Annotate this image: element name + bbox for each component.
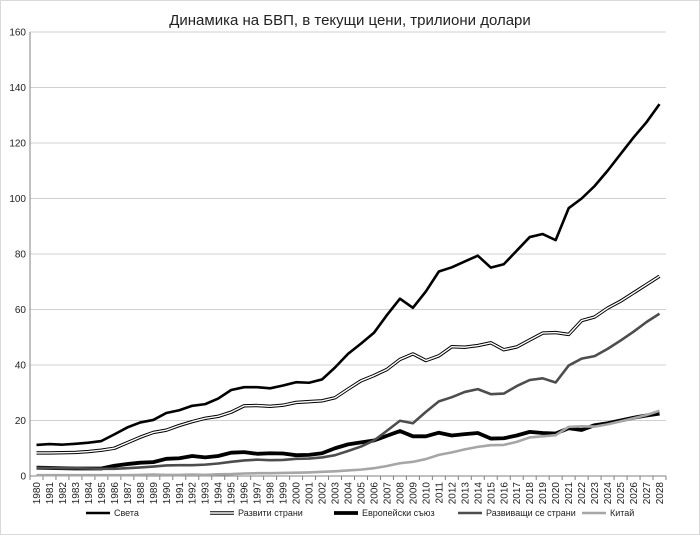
legend-item-5: Китай xyxy=(582,508,634,518)
series-path xyxy=(36,103,661,447)
x-tick-label: 2009 xyxy=(408,482,419,505)
x-tick-label: 2019 xyxy=(538,482,549,505)
x-tick-label: 1984 xyxy=(84,482,95,505)
series-inner xyxy=(36,275,660,454)
x-tick-label: 2028 xyxy=(655,482,666,505)
y-tick-label: 140 xyxy=(9,83,26,94)
x-tick-label: 2026 xyxy=(629,482,640,505)
x-tick-label: 2004 xyxy=(344,482,355,505)
x-tick-label: 2002 xyxy=(318,482,329,505)
y-tick-label: 60 xyxy=(15,305,27,316)
x-tick-label: 1995 xyxy=(227,482,238,505)
series-4-line xyxy=(36,312,661,471)
x-tick-label: 1980 xyxy=(32,482,43,505)
x-tick-label: 2021 xyxy=(564,482,575,505)
x-tick-label: 1998 xyxy=(266,482,277,505)
x-tick-label: 2016 xyxy=(499,482,510,505)
series-5-line xyxy=(36,409,660,477)
series-2-line xyxy=(36,274,661,455)
x-tick-label: 2014 xyxy=(473,482,484,505)
legend-item-2: Развити страни xyxy=(210,508,303,518)
x-tick-label: 2017 xyxy=(512,482,523,505)
x-tick-label: 1991 xyxy=(175,482,186,505)
y-tick-label: 100 xyxy=(9,194,26,205)
y-tick-label: 120 xyxy=(9,139,26,150)
x-tick-label: 2010 xyxy=(421,482,432,505)
x-tick-label: 2023 xyxy=(590,482,601,505)
x-tick-label: 2013 xyxy=(460,482,471,505)
y-tick-label: 80 xyxy=(15,250,27,261)
legend-item-1: Света xyxy=(86,508,139,518)
y-tick-label: 20 xyxy=(15,416,27,427)
x-tick-label: 2008 xyxy=(395,482,406,505)
x-tick-label: 2025 xyxy=(616,482,627,505)
series-path xyxy=(36,409,660,477)
legend: Света Развити страни Европейски съюз Развив… xyxy=(86,508,634,518)
legend-label: Развити страни xyxy=(238,508,303,518)
x-tick-label: 1999 xyxy=(279,482,290,505)
legend-item-3: Европейски съюз xyxy=(334,508,435,518)
x-tick-label: 2022 xyxy=(577,482,588,505)
x-tick-label: 2024 xyxy=(603,482,614,505)
x-tick-label: 1981 xyxy=(45,482,56,505)
x-tick-label: 2000 xyxy=(292,482,303,505)
legend-label: Света xyxy=(114,508,139,518)
x-tick-label: 1987 xyxy=(123,482,134,505)
x-tick-label: 2007 xyxy=(382,482,393,505)
y-tick-label: 40 xyxy=(15,361,27,372)
x-tick-label: 2012 xyxy=(447,482,458,505)
x-tick-label: 1986 xyxy=(110,482,121,505)
x-tick-label: 1992 xyxy=(188,482,199,505)
x-tick-label: 2020 xyxy=(551,482,562,505)
x-tick-label: 1994 xyxy=(214,482,225,505)
x-tick-label: 1990 xyxy=(162,482,173,505)
y-tick-label: 160 xyxy=(9,28,26,39)
chart-title: Динамика на БВП, в текущи цени, трилиони… xyxy=(169,12,531,29)
x-tick-label: 2011 xyxy=(434,482,445,504)
x-tick-label: 1985 xyxy=(97,482,108,505)
x-tick-label: 1989 xyxy=(149,482,160,505)
x-tick-label: 2003 xyxy=(331,482,342,505)
x-tick-label: 2006 xyxy=(369,482,380,505)
series-lines xyxy=(36,103,661,477)
y-tick-label: 0 xyxy=(20,472,26,483)
series-path xyxy=(36,411,660,471)
x-tick-label: 2015 xyxy=(486,482,497,505)
legend-label: Европейски съюз xyxy=(362,508,435,518)
series-path xyxy=(36,312,661,471)
x-tick-label: 2018 xyxy=(525,482,536,505)
legend-label: Развиващи се страни xyxy=(486,508,576,518)
series-1-line xyxy=(36,103,661,447)
x-tick-label: 2005 xyxy=(356,482,367,505)
x-tick-label: 1983 xyxy=(71,482,82,505)
grid xyxy=(30,31,666,477)
legend-label: Китай xyxy=(610,508,634,518)
legend-item-4: Развиващи се страни xyxy=(458,508,576,518)
series-3-line xyxy=(36,411,660,471)
x-tick-label: 1988 xyxy=(136,482,147,505)
x-tick-label: 1982 xyxy=(58,482,69,505)
x-tick-label: 2027 xyxy=(642,482,653,505)
x-tick-label: 1993 xyxy=(201,482,212,505)
x-tick-label: 1996 xyxy=(240,482,251,505)
x-tick-label: 1997 xyxy=(253,482,264,505)
x-tick-label: 2001 xyxy=(305,482,316,505)
